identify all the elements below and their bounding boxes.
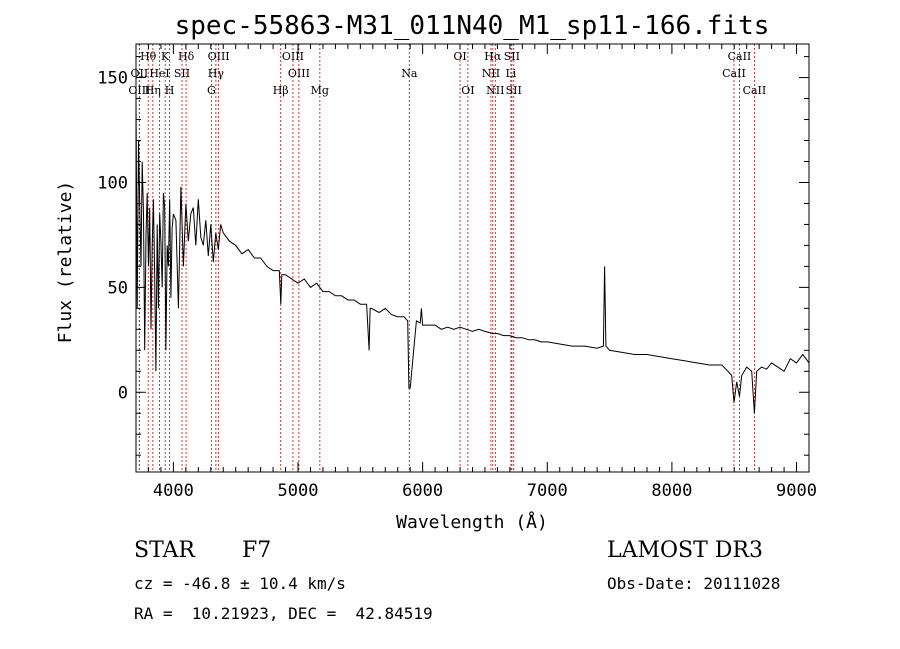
chart-title: spec-55863-M31_011N40_M1_sp11-166.fits bbox=[175, 11, 770, 41]
line-label: Hθ bbox=[140, 50, 157, 63]
y-tick-label: 50 bbox=[108, 278, 128, 298]
x-tick-label: 4000 bbox=[153, 481, 194, 501]
y-axis-label: Flux (relative) bbox=[55, 181, 76, 344]
x-tick-label: 7000 bbox=[527, 481, 568, 501]
line-label: SII bbox=[174, 67, 190, 80]
line-label: Li bbox=[505, 67, 516, 80]
line-label: CaII bbox=[728, 50, 752, 63]
x-tick-label: 5000 bbox=[278, 481, 319, 501]
line-label: CaII bbox=[743, 84, 767, 97]
y-tick-label: 150 bbox=[97, 69, 128, 89]
line-label: OII bbox=[131, 67, 149, 80]
y-tick-label: 100 bbox=[97, 173, 128, 193]
line-label: SII bbox=[504, 50, 520, 63]
x-tick-label: 6000 bbox=[402, 481, 443, 501]
observation-date: Obs-Date: 20111028 bbox=[607, 574, 781, 593]
x-axis-label: Wavelength (Å) bbox=[396, 511, 548, 533]
x-axis: 4000 5000 6000 7000 8000 9000 bbox=[135, 44, 817, 501]
line-label: NII bbox=[486, 84, 504, 97]
line-label: HeI bbox=[149, 67, 169, 80]
line-label: H bbox=[165, 84, 175, 97]
plot-frame bbox=[135, 43, 810, 473]
line-label: Na bbox=[401, 67, 418, 80]
line-label: CaII bbox=[722, 67, 746, 80]
x-tick-label: 9000 bbox=[776, 481, 817, 501]
coordinates: RA = 10.21923, DEC = 42.84519 bbox=[134, 604, 433, 623]
line-label: Hα bbox=[484, 50, 502, 63]
line-label: SII bbox=[506, 84, 522, 97]
line-label: OIII bbox=[208, 50, 230, 63]
x-tick-label: 8000 bbox=[651, 481, 692, 501]
line-label: Hη bbox=[145, 84, 161, 97]
line-label: OIII bbox=[282, 50, 304, 63]
line-label: OIII bbox=[128, 84, 150, 97]
y-axis: 0 50 100 150 bbox=[97, 56, 809, 456]
line-label: NII bbox=[482, 67, 500, 80]
line-label: OI bbox=[453, 50, 466, 63]
survey-name: LAMOST DR3 bbox=[607, 538, 763, 563]
line-label: OIII bbox=[288, 67, 310, 80]
object-class: STAR bbox=[134, 538, 195, 563]
line-labels: Hθ OII OIII K HeI Hη Hδ SII H OIII Hγ G OIII OIII Hβ Mg… bbox=[128, 50, 766, 97]
line-label: Hβ bbox=[273, 84, 289, 97]
redshift-cz: cz = -46.8 ± 10.4 km/s bbox=[134, 574, 346, 593]
line-label: G bbox=[207, 84, 216, 97]
object-subclass: F7 bbox=[242, 538, 272, 563]
line-label: OI bbox=[461, 84, 474, 97]
line-label: K bbox=[161, 50, 170, 63]
y-tick-label: 0 bbox=[118, 383, 128, 403]
line-label: Hγ bbox=[208, 67, 225, 80]
line-label: Mg bbox=[311, 84, 329, 97]
line-label: Hδ bbox=[178, 50, 195, 63]
spectrum-series-line bbox=[135, 98, 810, 414]
line-markers bbox=[138, 44, 755, 472]
